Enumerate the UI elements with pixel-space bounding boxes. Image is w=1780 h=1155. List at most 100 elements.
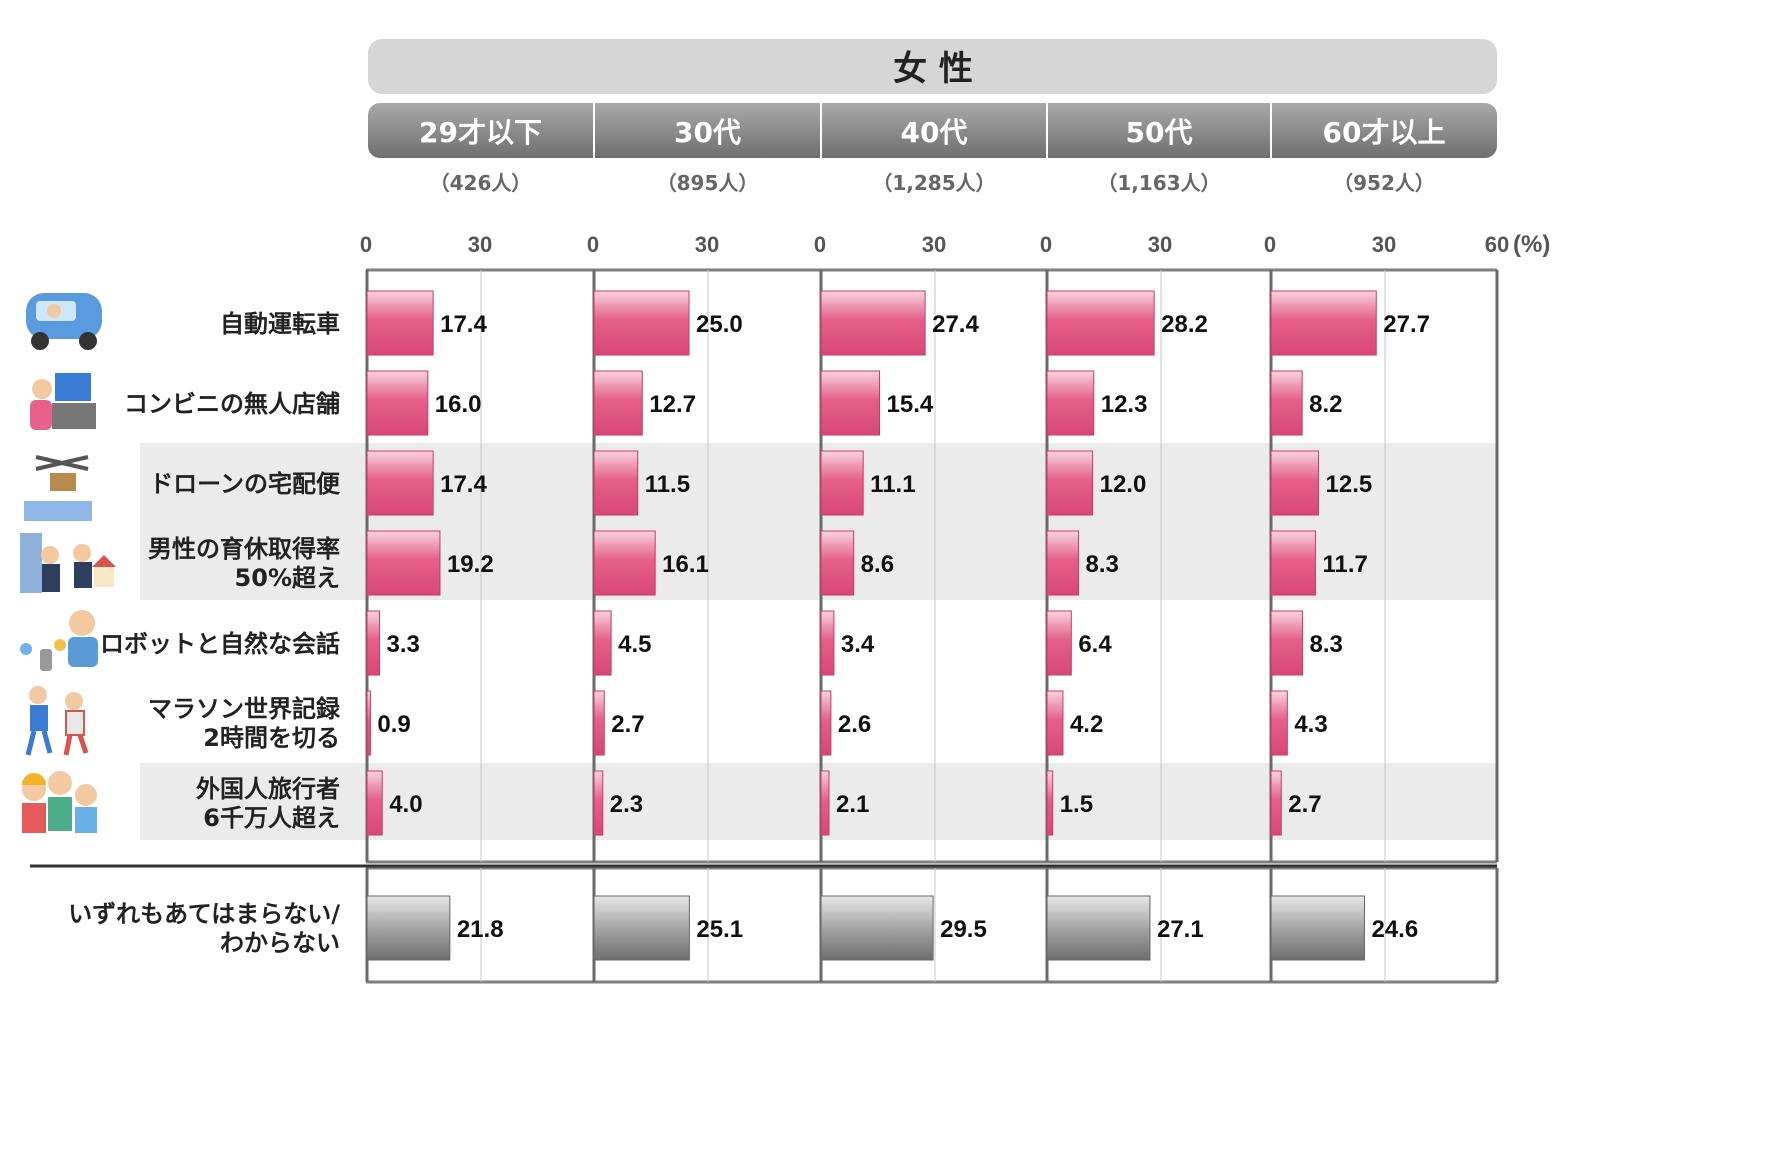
tick-label: 0 bbox=[814, 232, 826, 257]
none-bar bbox=[820, 895, 934, 961]
data-label: 3.4 bbox=[841, 631, 875, 658]
bar bbox=[820, 450, 864, 516]
category-label: 6千万人超え bbox=[203, 804, 340, 832]
data-label: 11.7 bbox=[1322, 551, 1367, 578]
data-label: 8.3 bbox=[1086, 551, 1119, 578]
row-labels: 自動運転車コンビニの無人店舗ドローンの宅配便男性の育休取得率50%超えロボットと… bbox=[68, 310, 341, 957]
category-label: 50%超え bbox=[235, 564, 340, 592]
unit-label: (%) bbox=[1513, 231, 1550, 258]
age-group-label: 30代 bbox=[674, 116, 741, 149]
bar bbox=[366, 370, 429, 436]
data-label: 6.4 bbox=[1078, 631, 1112, 658]
category-label: ロボットと自然な会話 bbox=[100, 630, 340, 658]
paternity-leave-icon bbox=[20, 533, 116, 593]
data-label: 15.4 bbox=[887, 391, 934, 418]
data-label: 19.2 bbox=[447, 551, 494, 578]
none-bar bbox=[593, 895, 690, 961]
data-label: 4.3 bbox=[1294, 711, 1327, 738]
tick-label: 30 bbox=[1148, 232, 1172, 257]
data-label: 2.7 bbox=[1288, 791, 1321, 818]
none-bar bbox=[1046, 895, 1151, 961]
data-label: 16.1 bbox=[662, 551, 709, 578]
tick-label: 0 bbox=[1040, 232, 1052, 257]
bar bbox=[1270, 290, 1377, 356]
data-label: 8.6 bbox=[861, 551, 894, 578]
data-label: 12.0 bbox=[1100, 471, 1147, 498]
none-data-label: 27.1 bbox=[1157, 916, 1204, 943]
bar bbox=[366, 610, 381, 676]
data-label: 8.2 bbox=[1309, 391, 1342, 418]
data-label: 12.7 bbox=[649, 391, 696, 418]
tick-label: 60 bbox=[1485, 232, 1509, 257]
bar bbox=[593, 690, 605, 756]
bar bbox=[820, 530, 855, 596]
none-bar bbox=[366, 895, 451, 961]
bar bbox=[820, 290, 926, 356]
bar bbox=[1046, 610, 1072, 676]
self-checkout-icon bbox=[30, 373, 96, 430]
none-data-label: 29.5 bbox=[940, 916, 987, 943]
bar bbox=[366, 530, 441, 596]
tick-label: 0 bbox=[360, 232, 372, 257]
sample-size: （426人） bbox=[430, 171, 532, 195]
bar bbox=[820, 770, 830, 836]
tick-label: 30 bbox=[695, 232, 719, 257]
tick-label: 0 bbox=[1264, 232, 1276, 257]
sample-size: （895人） bbox=[657, 171, 759, 195]
sample-size: （952人） bbox=[1333, 171, 1435, 195]
title-banner bbox=[368, 39, 1497, 94]
data-label: 2.6 bbox=[838, 711, 871, 738]
bars: 17.4 25.0 27.4 28.2 27.7 16.0 12.7 15.4 12.3 8.2 1… bbox=[366, 290, 1430, 961]
none-label: わからない bbox=[220, 929, 340, 957]
bar bbox=[1270, 610, 1304, 676]
bar bbox=[1046, 450, 1094, 516]
category-label: 男性の育休取得率 bbox=[148, 535, 340, 563]
bar bbox=[820, 370, 881, 436]
data-label: 0.9 bbox=[377, 711, 410, 738]
data-label: 16.0 bbox=[435, 391, 482, 418]
chart-header: 女 性 29才以下 （426人） 30代 （895人） 40代 （1,285人） 50代 （1,… bbox=[368, 39, 1497, 195]
data-label: 8.3 bbox=[1310, 631, 1343, 658]
data-label: 1.5 bbox=[1060, 791, 1093, 818]
data-label: 11.5 bbox=[645, 471, 690, 498]
bar bbox=[1046, 690, 1064, 756]
robot-conversation-icon bbox=[20, 610, 98, 671]
bar bbox=[366, 690, 371, 756]
bar bbox=[593, 770, 604, 836]
none-data-label: 25.1 bbox=[696, 916, 743, 943]
tick-label: 30 bbox=[922, 232, 946, 257]
none-bar bbox=[1270, 895, 1365, 961]
age-group-label: 40代 bbox=[901, 116, 968, 149]
category-label: コンビニの無人店舗 bbox=[124, 390, 340, 418]
tick-label: 30 bbox=[1372, 232, 1396, 257]
data-label: 27.7 bbox=[1383, 311, 1430, 338]
data-label: 12.3 bbox=[1101, 391, 1148, 418]
category-label: マラソン世界記録 bbox=[148, 695, 341, 723]
category-label: 外国人旅行者 bbox=[196, 775, 340, 803]
age-group-label: 50代 bbox=[1126, 116, 1193, 149]
bar bbox=[820, 610, 835, 676]
category-label: ドローンの宅配便 bbox=[149, 470, 341, 498]
bar bbox=[593, 370, 643, 436]
bar bbox=[366, 450, 434, 516]
sample-size: （1,285人） bbox=[872, 171, 995, 195]
bar bbox=[1270, 370, 1303, 436]
bar bbox=[1270, 770, 1282, 836]
row-icons bbox=[20, 293, 116, 833]
data-label: 27.4 bbox=[932, 311, 979, 338]
chart-title: 女 性 bbox=[893, 49, 973, 89]
data-label: 12.5 bbox=[1326, 471, 1373, 498]
none-label: いずれもあてはまらない/ bbox=[68, 900, 340, 928]
data-label: 3.3 bbox=[387, 631, 420, 658]
none-data-label: 21.8 bbox=[457, 916, 504, 943]
foreign-tourists-icon bbox=[22, 771, 97, 833]
bar bbox=[1270, 690, 1288, 756]
data-label: 4.0 bbox=[389, 791, 422, 818]
bar bbox=[593, 530, 656, 596]
self-driving-car-icon bbox=[26, 293, 102, 350]
sample-size: （1,163人） bbox=[1097, 171, 1220, 195]
marathon-runners-icon bbox=[25, 686, 89, 756]
tick-label: 0 bbox=[587, 232, 599, 257]
data-label: 28.2 bbox=[1161, 311, 1208, 338]
data-label: 17.4 bbox=[440, 311, 487, 338]
